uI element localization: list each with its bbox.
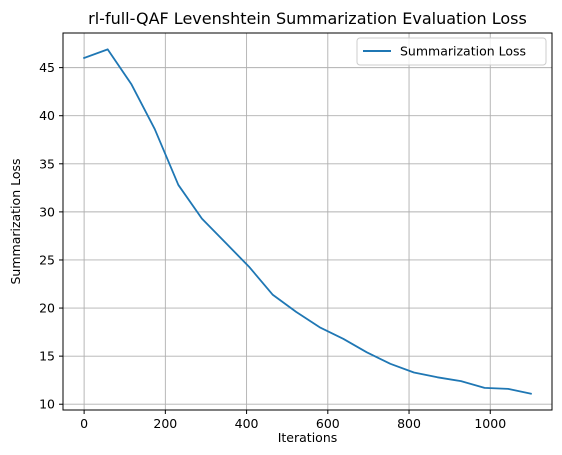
- y-axis-label: Summarization Loss: [8, 158, 23, 284]
- y-tick-label: 20: [39, 301, 55, 316]
- axes-layer: [63, 33, 552, 410]
- y-tick-label: 10: [39, 397, 55, 412]
- series-line-summarization-loss: [84, 49, 531, 393]
- x-tick-label: 600: [316, 416, 340, 431]
- y-tick-label: 30: [39, 204, 55, 219]
- series-layer: [84, 49, 531, 393]
- x-tick-label: 0: [80, 416, 88, 431]
- x-tick-label: 1000: [474, 416, 506, 431]
- y-tick-label: 40: [39, 108, 55, 123]
- x-tick-label: 800: [397, 416, 421, 431]
- y-tick-label: 15: [39, 349, 55, 364]
- x-axis-label: Iterations: [278, 430, 338, 445]
- x-tick-label: 200: [153, 416, 177, 431]
- legend-label-summarization-loss: Summarization Loss: [400, 44, 526, 59]
- legend: Summarization Loss: [357, 38, 546, 65]
- y-tick-label: 35: [39, 156, 55, 171]
- y-tick-label: 45: [39, 60, 55, 75]
- grid-layer: [63, 33, 552, 410]
- y-axis-ticks: 10 15 20 25 30 35 40 45: [39, 60, 63, 412]
- x-tick-label: 400: [235, 416, 259, 431]
- plot-frame: [63, 33, 552, 410]
- x-axis-ticks: 0 200 400 600 800 1000: [80, 410, 506, 431]
- y-tick-label: 25: [39, 252, 55, 267]
- chart-title: rl-full-QAF Levenshtein Summarization Ev…: [88, 9, 527, 28]
